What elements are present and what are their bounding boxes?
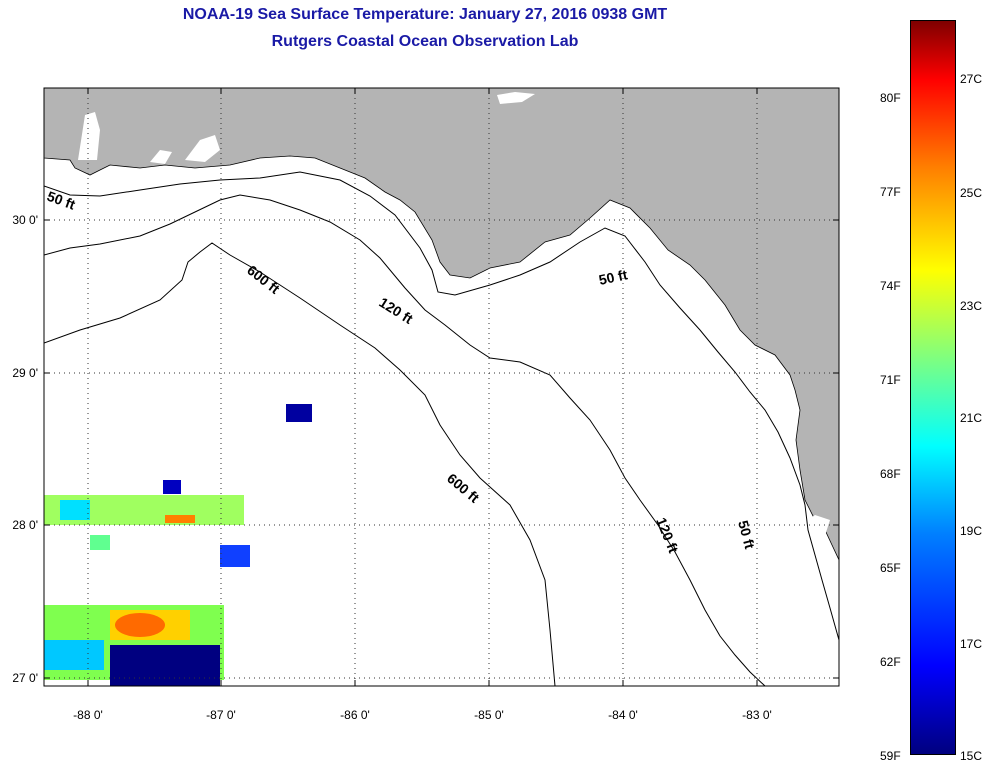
mobile-bay <box>78 112 100 160</box>
lon-tick-label: -87 0' <box>206 708 236 722</box>
coastal-bay <box>150 150 172 164</box>
lat-tick-label: 30 0' <box>12 213 38 227</box>
contour-600ft <box>44 242 556 686</box>
colorbar-c-label: 23C <box>960 299 983 313</box>
contour-120ft <box>44 194 766 686</box>
coastal-bay <box>185 135 220 162</box>
colorbar-f-label: 80F <box>880 91 901 105</box>
temperature-colorbar <box>910 20 956 755</box>
colorbar-f-label: 71F <box>880 373 901 387</box>
colorbar-c-label: 27C <box>960 72 983 86</box>
map-frame <box>43 87 840 687</box>
colorbar-c-label: 15C <box>960 749 983 763</box>
colorbar-c-label: 19C <box>960 524 983 538</box>
tick-marks <box>44 88 839 686</box>
lat-tick-label: 27 0' <box>12 671 38 685</box>
lon-tick-label: -84 0' <box>608 708 638 722</box>
colorbar-f-label: 68F <box>880 467 901 481</box>
sst-data-patches <box>44 404 312 686</box>
lat-tick-label: 28 0' <box>12 518 38 532</box>
contour-50ft-west <box>44 171 839 641</box>
colorbar-c-label: 21C <box>960 411 983 425</box>
contour-label-50ft: 50 ft <box>735 519 758 551</box>
lon-tick-label: -83 0' <box>742 708 772 722</box>
lat-tick-label: 29 0' <box>12 366 38 380</box>
colorbar-c-label: 17C <box>960 637 983 651</box>
contour-label-50ft: 50 ft <box>597 266 629 288</box>
colorbar-f-label: 59F <box>880 749 901 763</box>
lake-feature <box>497 92 535 104</box>
colorbar-f-label: 77F <box>880 185 901 199</box>
lon-tick-label: -86 0' <box>340 708 370 722</box>
colorbar-f-label: 74F <box>880 279 901 293</box>
lon-tick-label: -85 0' <box>474 708 504 722</box>
colorbar-f-label: 65F <box>880 561 901 575</box>
map-title: NOAA-19 Sea Surface Temperature: January… <box>182 6 668 23</box>
colorbar-c-label: 25C <box>960 186 983 200</box>
colorbar-f-label: 62F <box>880 655 901 669</box>
lon-tick-label: -88 0' <box>73 708 103 722</box>
land-area <box>44 88 839 561</box>
map-subtitle: Rutgers Coastal Ocean Observation Lab <box>271 33 579 50</box>
